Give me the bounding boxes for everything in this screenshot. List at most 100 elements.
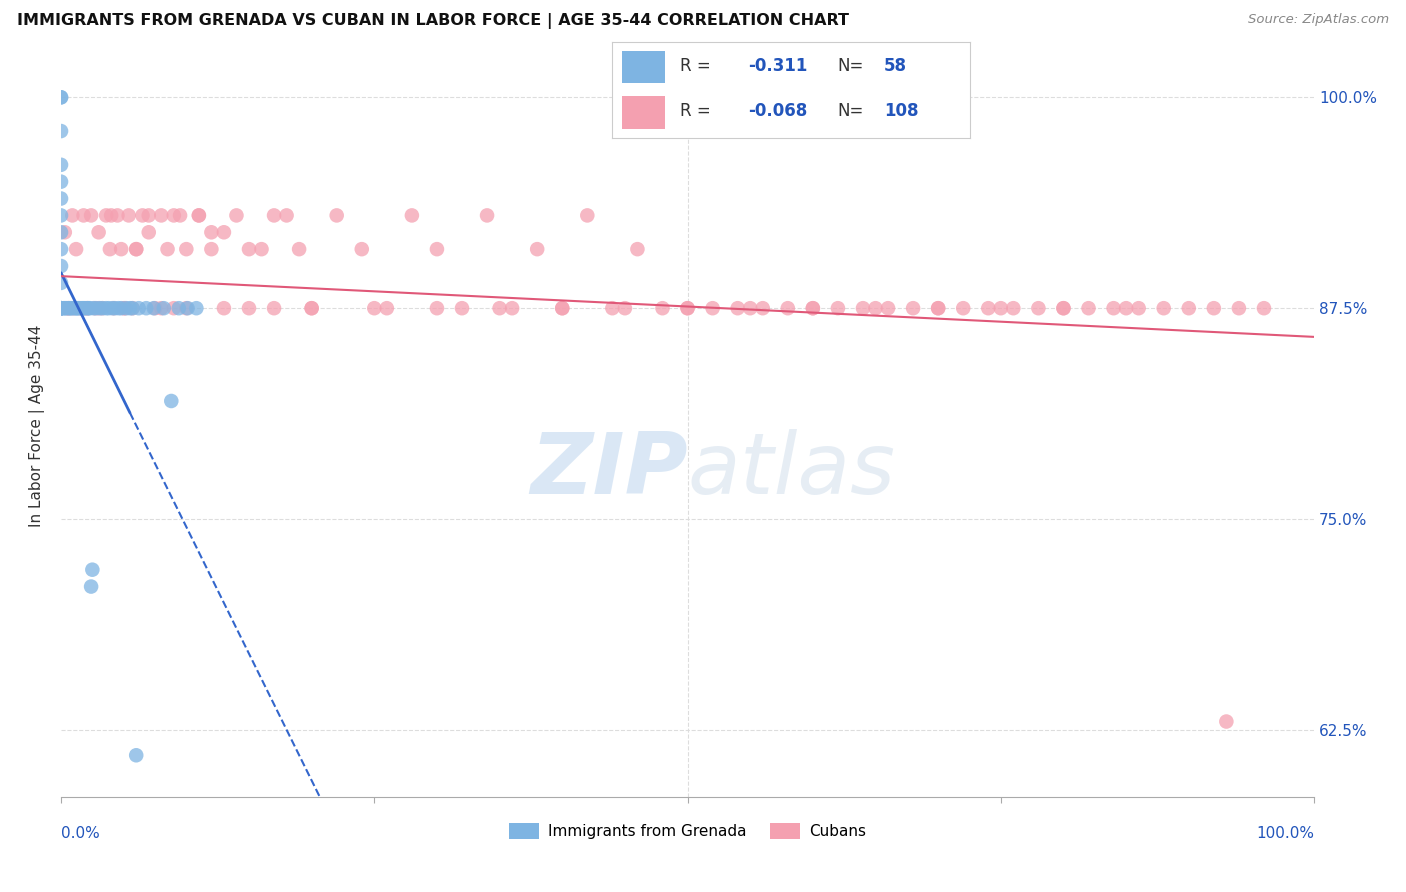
Point (65, 242, 87, 256)
Point (1253, 301, 1275, 316)
Point (49, 124, 72, 138)
Point (426, 242, 449, 256)
Point (150, 301, 173, 316)
Point (101, 301, 124, 316)
Point (121, 301, 143, 316)
Point (49, 242, 72, 256)
Point (72, 301, 94, 316)
Point (110, 242, 132, 256)
Point (288, 242, 311, 256)
Point (927, 301, 949, 316)
Point (49, 301, 72, 316)
Point (776, 301, 799, 316)
Point (97, 301, 120, 316)
Point (1028, 301, 1050, 316)
Point (426, 301, 449, 316)
Text: 0.0%: 0.0% (60, 826, 100, 841)
Point (135, 301, 157, 316)
Point (125, 242, 148, 256)
Point (501, 301, 523, 316)
Text: R =: R = (679, 57, 710, 75)
Point (325, 208, 347, 222)
FancyBboxPatch shape (623, 95, 665, 128)
Point (952, 301, 974, 316)
Point (131, 208, 153, 222)
Point (156, 242, 179, 256)
Point (751, 301, 773, 316)
Text: 100.0%: 100.0% (1256, 826, 1315, 841)
Point (702, 301, 724, 316)
Point (238, 301, 260, 316)
Point (49, 301, 72, 316)
Point (107, 208, 129, 222)
Point (1215, 714, 1237, 729)
Point (58, 301, 80, 316)
Point (1128, 301, 1150, 316)
Point (84, 301, 107, 316)
Point (49, 225, 72, 239)
Point (75, 301, 97, 316)
Point (363, 301, 385, 316)
Point (927, 301, 949, 316)
Point (626, 242, 648, 256)
Point (76, 301, 98, 316)
Point (72, 208, 94, 222)
Point (250, 242, 273, 256)
Point (89, 301, 111, 316)
Point (238, 242, 260, 256)
Point (128, 301, 150, 316)
Text: -0.068: -0.068 (748, 103, 807, 120)
Point (114, 301, 136, 316)
Text: IMMIGRANTS FROM GRENADA VS CUBAN IN LABOR FORCE | AGE 35-44 CORRELATION CHART: IMMIGRANTS FROM GRENADA VS CUBAN IN LABO… (17, 13, 849, 29)
Point (80, 580, 103, 594)
Point (576, 208, 599, 222)
Point (613, 301, 636, 316)
Point (76, 301, 98, 316)
Point (865, 301, 887, 316)
Point (121, 301, 143, 316)
Point (91, 301, 114, 316)
Point (740, 301, 762, 316)
Point (83, 301, 105, 316)
Point (94, 301, 117, 316)
Point (73, 301, 96, 316)
Y-axis label: In Labor Force | Age 35-44: In Labor Force | Age 35-44 (30, 325, 45, 527)
Point (451, 301, 474, 316)
Point (79, 301, 101, 316)
Point (676, 301, 699, 316)
Point (118, 208, 141, 222)
Point (138, 225, 160, 239)
Point (65, 301, 87, 316)
Point (1153, 301, 1175, 316)
Text: R =: R = (679, 103, 710, 120)
Point (801, 301, 824, 316)
Point (94, 208, 117, 222)
Text: 108: 108 (884, 103, 918, 120)
Text: 58: 58 (884, 57, 907, 75)
Point (212, 301, 235, 316)
Point (1052, 301, 1074, 316)
Point (110, 301, 132, 316)
Point (100, 208, 122, 222)
Point (551, 301, 574, 316)
Point (176, 301, 198, 316)
Point (125, 242, 148, 256)
Point (63, 301, 86, 316)
Point (350, 242, 373, 256)
Point (143, 301, 166, 316)
Text: -0.311: -0.311 (748, 57, 807, 75)
Point (1227, 301, 1250, 316)
Point (98, 242, 121, 256)
Point (1052, 301, 1074, 316)
Point (80, 208, 103, 222)
Point (125, 748, 148, 763)
Point (526, 242, 548, 256)
Point (169, 208, 191, 222)
Point (827, 301, 849, 316)
Point (152, 301, 174, 316)
Point (103, 301, 125, 316)
Point (401, 208, 423, 222)
Point (187, 208, 209, 222)
Point (1102, 301, 1125, 316)
Point (72, 301, 94, 316)
